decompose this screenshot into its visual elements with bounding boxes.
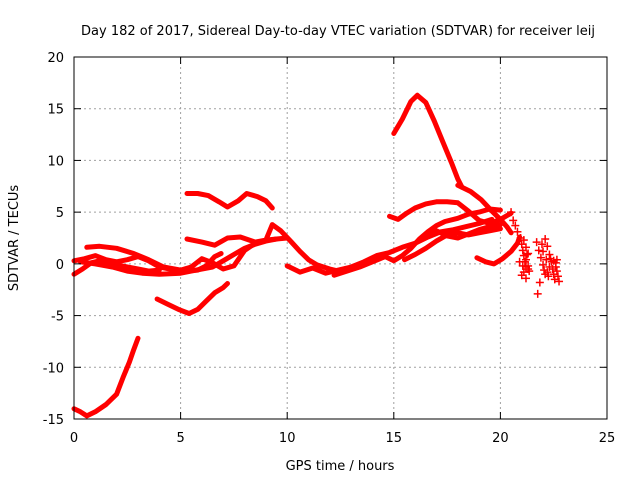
series-arc-6 <box>184 222 346 275</box>
y-tick-label: 5 <box>56 206 64 221</box>
scatter-points <box>507 208 564 298</box>
series-arc-10 <box>387 199 514 226</box>
chart-title: Day 182 of 2017, Sidereal Day-to-day VTE… <box>81 24 595 39</box>
x-tick-label: 20 <box>492 431 509 446</box>
series-arc-1 <box>71 335 141 419</box>
plus-marker <box>539 247 548 256</box>
x-tick-label: 25 <box>599 431 616 446</box>
series-arc-3 <box>71 258 162 277</box>
data-series <box>71 92 523 419</box>
series-arc-9 <box>284 216 495 276</box>
series-arc-5 <box>77 236 279 277</box>
plus-marker <box>517 240 526 249</box>
x-tick-label: 10 <box>279 431 296 446</box>
x-axis-label: GPS time / hours <box>286 459 395 474</box>
series-arc-11 <box>391 92 465 190</box>
plus-marker <box>515 257 524 266</box>
plus-marker <box>543 242 552 251</box>
plus-marker <box>536 253 545 262</box>
axis-ticks <box>73 56 608 420</box>
plus-marker <box>524 265 533 274</box>
plus-marker <box>521 255 530 264</box>
series-arc-14 <box>402 226 503 263</box>
plus-marker <box>534 246 543 255</box>
plus-marker <box>546 254 555 263</box>
series-arc-13 <box>455 182 514 236</box>
y-tick-label: 20 <box>47 51 64 66</box>
series-arc-12 <box>331 206 503 278</box>
plus-marker <box>513 227 522 236</box>
plus-marker <box>509 216 518 225</box>
plus-marker <box>553 272 562 281</box>
plus-marker <box>541 235 550 244</box>
plus-marker <box>518 261 527 270</box>
plus-marker <box>535 278 544 287</box>
plus-marker <box>521 274 530 283</box>
plus-marker <box>542 255 551 264</box>
y-tick-labels: -15 -10 -5 0 5 10 15 20 <box>43 51 64 428</box>
plus-marker <box>521 243 530 252</box>
series-arc-15 <box>423 222 503 241</box>
y-tick-label: -15 <box>43 413 64 428</box>
series-arc-7 <box>154 281 230 316</box>
plus-marker <box>551 262 560 271</box>
plus-marker <box>511 221 520 230</box>
plus-marker <box>537 240 546 249</box>
plus-marker <box>545 250 554 259</box>
plus-marker <box>543 268 552 277</box>
x-tick-label: 0 <box>70 431 78 446</box>
y-tick-label: 10 <box>47 154 64 169</box>
plus-marker <box>524 249 533 258</box>
plus-marker <box>519 236 528 245</box>
plus-marker <box>539 260 548 269</box>
grid <box>74 57 607 419</box>
y-tick-label: 0 <box>56 258 64 273</box>
plus-marker <box>532 238 541 247</box>
x-tick-label: 15 <box>386 431 403 446</box>
plus-marker <box>507 208 516 217</box>
plus-marker <box>533 289 542 298</box>
plus-marker <box>555 277 564 286</box>
y-axis-label: SDTVAR / TECUs <box>7 185 22 292</box>
plot-frame <box>73 56 608 420</box>
plus-marker <box>552 267 561 276</box>
series-arc-16 <box>474 234 523 267</box>
series-arc-8 <box>184 191 275 211</box>
y-tick-label: -5 <box>51 310 64 325</box>
plus-marker <box>523 250 532 259</box>
plus-marker <box>544 272 553 281</box>
plus-marker <box>517 271 526 280</box>
y-tick-label: 15 <box>47 103 64 118</box>
y-tick-label: -10 <box>43 361 64 376</box>
x-tick-label: 5 <box>176 431 184 446</box>
x-tick-labels: 0 5 10 15 20 25 <box>70 431 615 446</box>
